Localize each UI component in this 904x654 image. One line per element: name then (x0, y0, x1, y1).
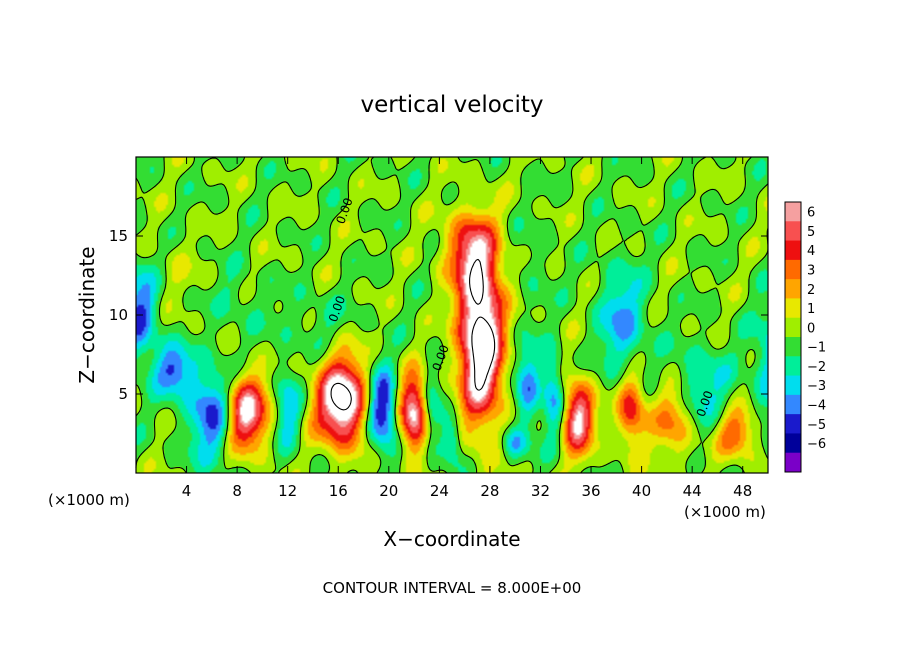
plot-area: 0.000.000.000.00 4 8 12 16 20 24 28 32 36 40 44 48 … (109, 156, 769, 500)
colorbar-label: −1 (807, 341, 826, 356)
colorbar-label: 1 (807, 302, 815, 317)
colorbar-label: 4 (807, 244, 815, 259)
x-tick-label: 24 (430, 482, 449, 500)
contour-line-zero (330, 258, 496, 411)
x-tick-label: 8 (232, 482, 242, 500)
x-tick-label: 36 (581, 482, 600, 500)
colorbar: 6 5 4 3 2 1 0 −1 −2 −3 −4 −5 −6 (784, 201, 826, 473)
colorbar-frame (784, 201, 802, 473)
colorbar-label: 5 (807, 225, 815, 240)
y-tick-label: 5 (118, 385, 128, 403)
x-axis-ticks: 4 8 12 16 20 24 28 32 36 40 44 48 (182, 157, 752, 500)
colorbar-swatch (785, 452, 801, 473)
colorbar-swatch (785, 317, 801, 338)
colorbar-label: −6 (807, 437, 826, 452)
x-tick-label: 12 (278, 482, 297, 500)
x-tick-label: 48 (733, 482, 752, 500)
y-tick-label: 10 (109, 306, 128, 324)
colorbar-swatch (785, 221, 801, 242)
colorbar-swatch (785, 356, 801, 377)
colorbar-swatch (785, 240, 801, 261)
colorbar-label: 3 (807, 264, 815, 279)
colorbar-swatch (785, 259, 801, 280)
x-unit-right: (×1000 m) (684, 503, 766, 521)
x-unit-left: (×1000 m) (48, 491, 130, 509)
x-tick-label: 40 (632, 482, 651, 500)
colorbar-swatch (785, 433, 801, 454)
colorbar-swatch (785, 375, 801, 396)
x-tick-label: 4 (182, 482, 192, 500)
colorbar-label: −3 (807, 379, 826, 394)
y-axis-label: Z−coordinate (75, 246, 99, 383)
contour-interval-footer: CONTOUR INTERVAL = 8.000E+00 (323, 579, 582, 597)
colorbar-label: −2 (807, 360, 826, 375)
colorbar-label: 6 (807, 206, 815, 221)
colorbar-swatch (785, 298, 801, 319)
chart-title: vertical velocity (361, 92, 544, 118)
colorbar-swatch (785, 414, 801, 434)
y-axis-ticks: 5 10 15 (109, 227, 768, 403)
zero-contour-lines (135, 156, 769, 474)
colorbar-swatch (785, 202, 801, 222)
y-tick-label: 15 (109, 227, 128, 245)
x-tick-label: 32 (531, 482, 550, 500)
x-tick-label: 28 (480, 482, 499, 500)
colorbar-label: −4 (807, 399, 826, 414)
velocity-heatmap (136, 157, 768, 473)
x-tick-label: 16 (329, 482, 348, 500)
colorbar-label: 0 (807, 321, 815, 336)
x-tick-label: 44 (683, 482, 702, 500)
contour-line-zero (135, 156, 769, 474)
colorbar-swatch (785, 394, 801, 415)
x-axis-label: X−coordinate (383, 527, 520, 551)
colorbar-swatch (785, 279, 801, 299)
colorbar-label: −5 (807, 418, 826, 433)
colorbar-label: 2 (807, 283, 815, 298)
colorbar-swatch (785, 337, 801, 357)
x-tick-label: 20 (379, 482, 398, 500)
